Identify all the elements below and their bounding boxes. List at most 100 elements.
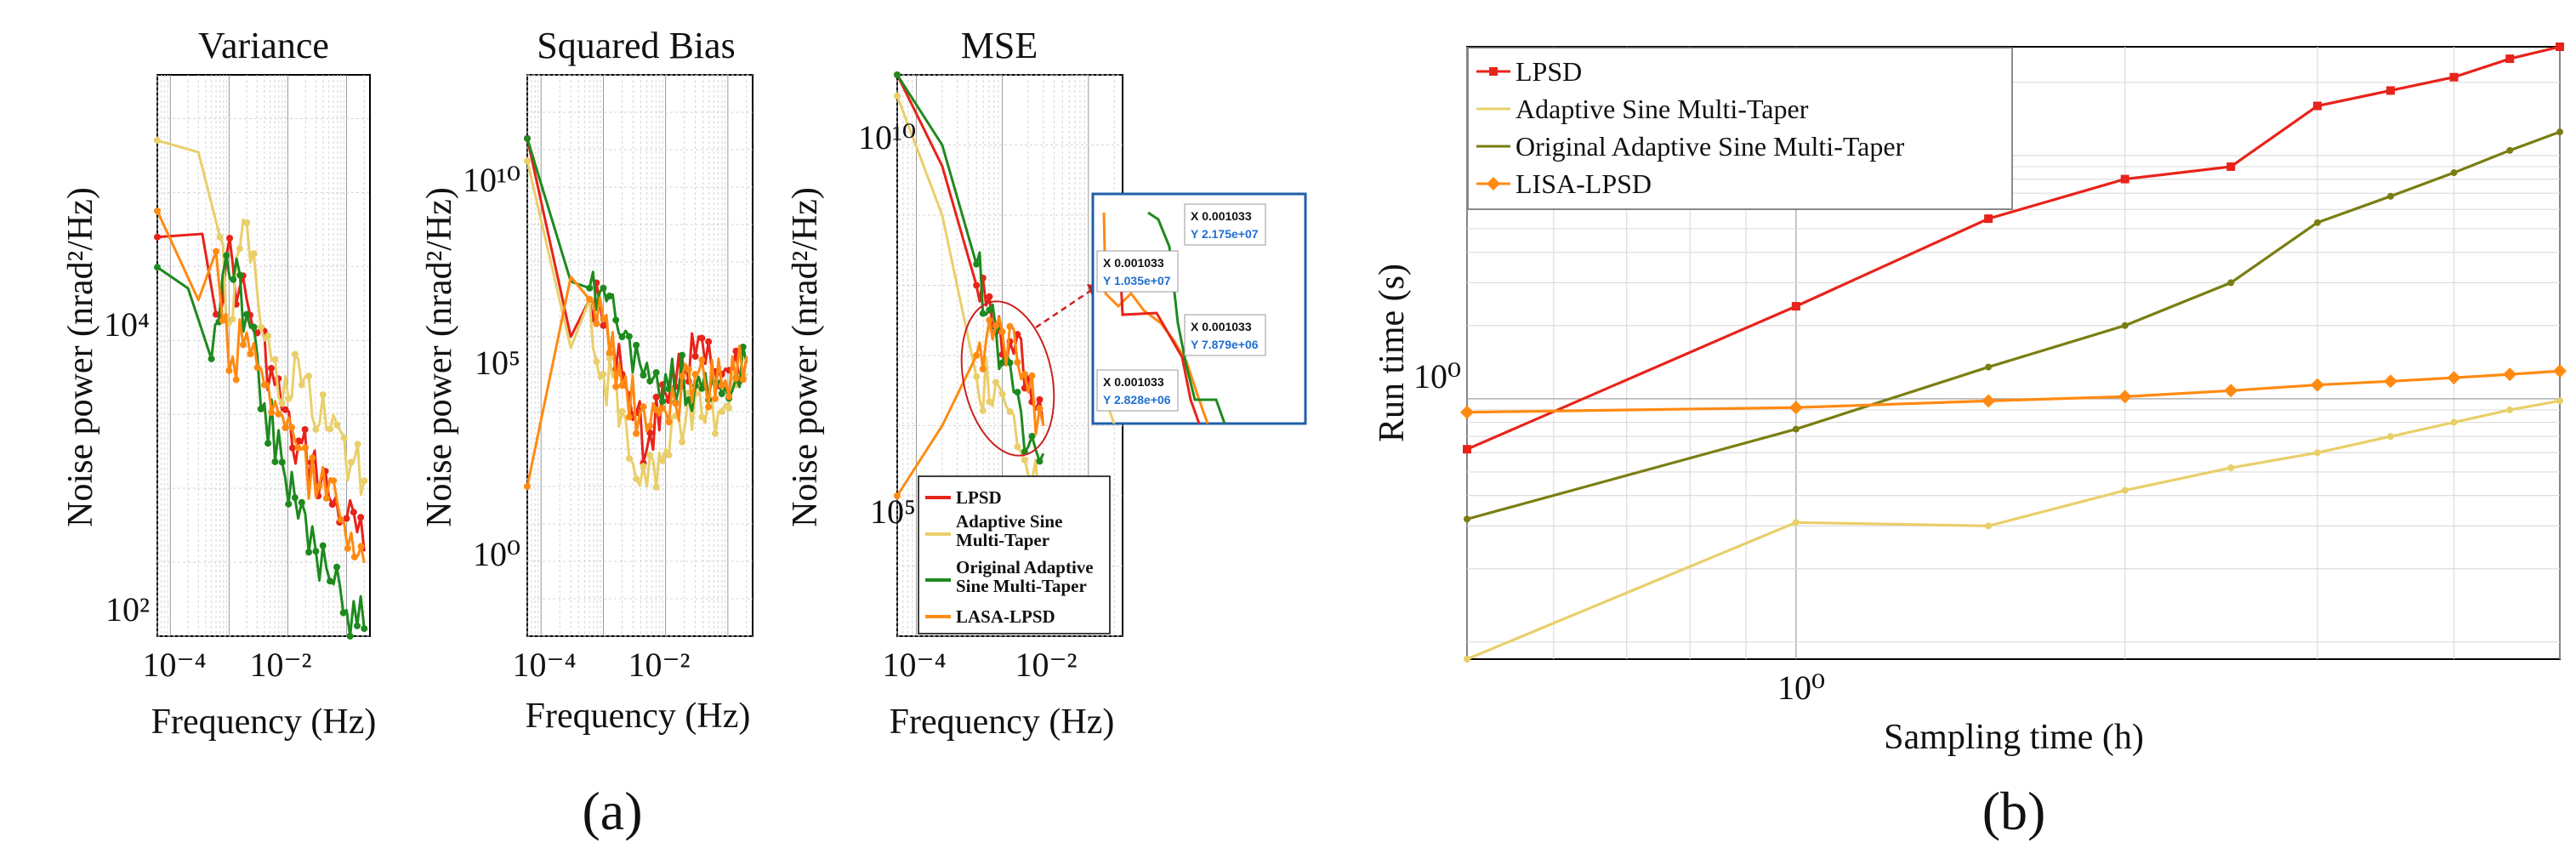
- data-point-adaptive: [216, 233, 224, 241]
- mse-legend: LPSD Adaptive Sine Multi-Taper Original …: [918, 475, 1111, 634]
- data-point-lisa: [260, 381, 268, 389]
- runtime-point-lpsd: [2120, 174, 2130, 184]
- legend-adaptive-1: Adaptive Sine: [956, 511, 1062, 532]
- zoom-datatip-1-y: Y 2.175e+07: [1191, 227, 1259, 241]
- runtime-legend-lpsd: LPSD: [1515, 56, 1582, 87]
- data-point-lisa: [992, 322, 999, 330]
- data-point-adaptive: [973, 373, 981, 380]
- zoom-datatip-2: [1096, 250, 1179, 293]
- data-point-original: [1021, 448, 1028, 456]
- data-point-original: [633, 341, 640, 349]
- mse-title: MSE: [961, 25, 1038, 66]
- data-point-lpsd: [301, 425, 309, 433]
- data-point-lisa: [711, 395, 719, 402]
- data-point-lisa: [718, 382, 725, 390]
- data-point-lisa: [350, 553, 358, 560]
- squared-bias-chart: Squared Bias 10¹⁰ 10⁵ 10⁰ 10⁻⁴ 10⁻² Freq…: [420, 25, 753, 736]
- data-point-original: [606, 292, 613, 299]
- zoom-datatip-1-x: X 0.001033: [1191, 209, 1252, 223]
- data-point-lisa: [593, 320, 600, 327]
- runtime-line-original: [1466, 130, 2561, 521]
- runtime-point-lpsd: [1984, 214, 1993, 224]
- data-point-lisa: [600, 316, 607, 323]
- data-point-adaptive: [236, 245, 243, 253]
- data-point-adaptive: [992, 378, 999, 386]
- data-point-original: [698, 384, 706, 392]
- data-point-adaptive: [658, 457, 666, 464]
- data-point-original: [319, 542, 327, 549]
- data-point-lisa: [524, 483, 531, 490]
- series-line-lisa: [156, 210, 366, 564]
- zoom-line-original: [1147, 211, 1226, 424]
- data-point-adaptive: [319, 391, 327, 399]
- runtime-point-lisa: [2447, 371, 2461, 385]
- data-point-lisa: [894, 492, 901, 499]
- data-point-original: [278, 458, 286, 466]
- data-point-original: [271, 458, 279, 465]
- data-point-original: [250, 323, 258, 331]
- data-point-lisa: [1036, 405, 1043, 412]
- data-point-lisa: [998, 328, 1006, 336]
- data-point-original: [658, 397, 666, 405]
- data-point-adaptive: [298, 381, 305, 389]
- data-point-lisa: [685, 366, 692, 373]
- data-point-lisa: [1014, 358, 1021, 366]
- data-point-lisa: [322, 494, 330, 502]
- data-point-original: [625, 333, 633, 340]
- data-point-original: [665, 385, 673, 393]
- variance-title: Variance: [198, 25, 329, 66]
- data-point-adaptive: [1021, 456, 1028, 464]
- data-point-lisa: [640, 403, 647, 411]
- data-point-lpsd: [267, 365, 275, 373]
- data-point-lisa: [665, 418, 673, 426]
- zoom-datatip-3-x: X 0.001033: [1191, 320, 1252, 333]
- data-point-original: [998, 359, 1006, 367]
- data-point-lisa: [698, 356, 706, 364]
- data-point-lpsd: [986, 293, 993, 300]
- runtime-legend-marker-lisa: [1487, 177, 1500, 191]
- data-point-lisa: [316, 482, 323, 490]
- data-point-adaptive: [312, 425, 320, 433]
- mse-chart: MSE X 0.001033 Y 2.175e+07 X 0.001033 Y …: [786, 25, 1307, 742]
- data-point-lisa: [213, 247, 220, 255]
- data-point-lpsd: [600, 321, 607, 329]
- data-point-lisa: [1021, 371, 1028, 378]
- zoom-arrow: [1035, 287, 1094, 329]
- data-point-original: [586, 284, 594, 292]
- data-point-original: [257, 405, 264, 412]
- data-point-adaptive: [894, 92, 901, 100]
- squared-bias-ytick-1e10: 10¹⁰: [463, 161, 520, 199]
- data-point-adaptive: [361, 477, 368, 485]
- data-point-original: [1006, 359, 1014, 367]
- data-point-adaptive: [698, 413, 706, 421]
- mse-xlabel: Frequency (Hz): [890, 703, 1115, 742]
- legend-lasa: LASA-LPSD: [956, 606, 1055, 627]
- data-point-adaptive: [354, 441, 361, 448]
- zoom-region-ellipse: [960, 300, 1055, 457]
- zoom-datatip-1: [1184, 203, 1266, 246]
- data-point-original: [894, 71, 901, 78]
- runtime-legend-marker-lpsd: [1489, 67, 1498, 76]
- data-point-lisa: [219, 316, 226, 324]
- data-point-lpsd: [691, 353, 699, 361]
- data-point-lpsd: [705, 338, 713, 345]
- data-point-adaptive: [1014, 443, 1021, 451]
- data-point-lisa: [612, 383, 620, 390]
- runtime-point-adaptive: [2506, 406, 2514, 413]
- data-point-original: [339, 609, 347, 617]
- data-point-original: [646, 378, 654, 385]
- data-point-lpsd: [343, 515, 350, 522]
- data-point-adaptive: [264, 332, 272, 339]
- zoom-datatip-4: [1096, 369, 1179, 412]
- mse-xtick-1e-4: 10⁻⁴: [882, 646, 946, 684]
- variance-xtick-1e-2: 10⁻²: [249, 646, 311, 684]
- squared-bias-plot-area: [526, 74, 753, 637]
- zoom-datatip-2-x: X 0.001033: [1103, 256, 1164, 270]
- data-point-original: [291, 494, 299, 502]
- data-point-adaptive: [646, 452, 654, 459]
- data-point-adaptive: [600, 371, 607, 378]
- data-point-lpsd: [213, 310, 220, 318]
- squared-bias-series: [524, 134, 748, 491]
- data-point-lpsd: [350, 509, 357, 516]
- squared-bias-ylabel: Noise power (nrad²/Hz): [420, 187, 459, 527]
